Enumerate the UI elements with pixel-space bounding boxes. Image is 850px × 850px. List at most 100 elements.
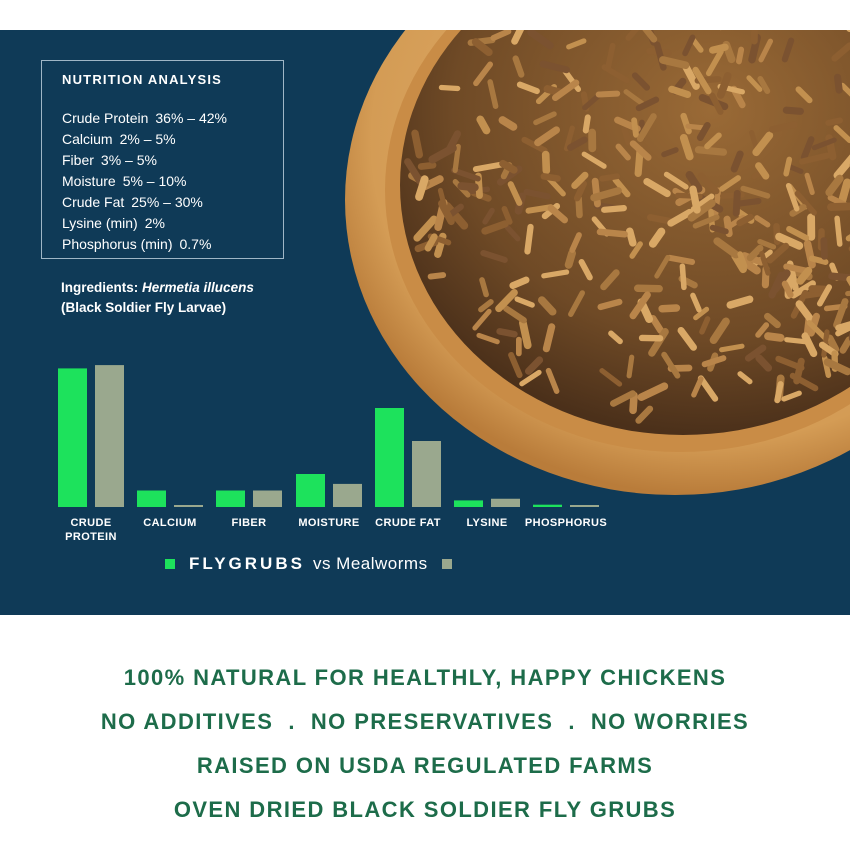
larva-shape xyxy=(563,125,575,152)
larva-shape xyxy=(582,114,591,134)
larva-shape xyxy=(490,30,512,41)
larva-shape xyxy=(540,173,561,182)
larva-shape xyxy=(472,308,492,331)
larva-shape xyxy=(685,171,703,193)
larva-shape xyxy=(798,152,830,165)
larva-shape xyxy=(612,176,631,198)
larva-shape xyxy=(839,336,850,354)
larva-shape xyxy=(427,272,447,280)
larva-shape xyxy=(804,172,815,196)
larva-shape xyxy=(417,161,437,170)
larva-shape xyxy=(719,343,745,353)
larva-shape xyxy=(438,84,461,92)
category-label: LYSINE xyxy=(466,517,507,529)
chart-legend: FLYGRUBS vs Mealworms xyxy=(165,554,452,574)
larva-shape xyxy=(794,190,817,216)
larva-shape xyxy=(757,76,771,94)
larva-shape xyxy=(690,292,702,313)
nutrition-row: Crude Protein 36% – 42% xyxy=(62,108,234,129)
larva-shape xyxy=(768,121,798,133)
legend-swatch-flygrubs xyxy=(165,559,175,569)
larva-shape xyxy=(667,208,694,227)
nutrition-row: Phosphorus (min) 0.7% xyxy=(62,234,234,255)
larva-shape xyxy=(834,215,843,247)
larva-shape xyxy=(537,296,557,316)
bar-flygrubs-calcium xyxy=(137,490,166,507)
larva-shape xyxy=(790,280,816,299)
category-label: CRUDE FAT xyxy=(375,517,441,529)
larva-shape xyxy=(457,182,479,192)
larva-shape xyxy=(626,227,637,247)
larva-shape xyxy=(479,277,489,298)
larva-shape xyxy=(637,382,669,401)
larva-shape xyxy=(835,324,850,337)
nutrition-row: Moisture 5% – 10% xyxy=(62,171,234,192)
larva-shape xyxy=(516,81,540,95)
larva-shape xyxy=(521,136,548,154)
legend-swatch-mealworms xyxy=(441,559,452,569)
tagline-natural: 100% NATURAL FOR HEALTHLY, HAPPY CHICKEN… xyxy=(123,665,727,690)
larva-shape xyxy=(541,269,570,279)
nutrition-panel: NUTRITION ANALYSIS Crude Protein 36% – 42… xyxy=(0,30,850,615)
larva-shape xyxy=(438,199,455,226)
larva-shape xyxy=(590,187,622,202)
larva-shape xyxy=(514,296,535,308)
nutrition-list: Crude Protein 36% – 42% Calcium 2% – 5% Fi… xyxy=(62,108,234,255)
larva-shape xyxy=(519,369,542,387)
larva-shape xyxy=(726,295,754,309)
larva-shape xyxy=(766,242,790,264)
nutrient-value: 2% xyxy=(144,215,165,231)
larva-shape xyxy=(820,237,828,260)
bar-mealworms-crude-protein xyxy=(95,365,124,507)
larva-shape xyxy=(789,372,819,392)
larva-shape xyxy=(629,140,652,161)
larva-shape xyxy=(834,73,843,94)
larva-shape xyxy=(623,89,645,106)
nutrient-value: 2% – 5% xyxy=(119,131,176,147)
larva-shape xyxy=(827,202,850,211)
bar-flygrubs-fiber xyxy=(216,490,245,507)
larva-shape xyxy=(581,151,607,169)
larva-shape xyxy=(471,38,493,57)
bar-mealworms-phosphorus xyxy=(570,505,599,507)
larva-shape xyxy=(649,314,665,334)
larva-shape xyxy=(621,126,632,146)
larva-shape xyxy=(596,228,628,238)
larva-shape xyxy=(523,188,551,200)
larva-shape xyxy=(573,180,588,202)
larva-shape xyxy=(452,143,461,174)
larva-shape xyxy=(519,318,532,350)
larva-shape xyxy=(719,175,741,192)
larva-shape xyxy=(480,250,508,263)
larva-shape xyxy=(643,178,671,198)
larva-shape xyxy=(626,354,635,379)
nutrient-name: Crude Fat xyxy=(62,194,125,210)
larva-shape xyxy=(693,306,710,321)
larva-shape xyxy=(600,269,620,291)
nutrient-name: Phosphorus (min) xyxy=(62,236,173,252)
larva-shape xyxy=(635,96,660,112)
larva-shape xyxy=(661,147,679,158)
larva-shape xyxy=(755,354,773,372)
larva-shape xyxy=(615,143,631,161)
tagline-oven-dried: OVEN DRIED BLACK SOLDIER FLY GRUBS xyxy=(173,797,677,822)
larva-shape xyxy=(682,63,700,90)
larva-shape xyxy=(833,298,849,329)
larva-shape xyxy=(564,249,576,269)
larva-shape xyxy=(808,255,829,266)
larva-shape xyxy=(744,344,767,362)
larva-shape xyxy=(803,289,825,299)
nutrient-value: 25% – 30% xyxy=(131,194,203,210)
larva-shape xyxy=(694,146,728,156)
larva-shape xyxy=(775,355,805,371)
larva-shape xyxy=(796,266,813,285)
nutrient-name: Fiber xyxy=(62,152,94,168)
nutrient-name: Lysine (min) xyxy=(62,215,138,231)
larva-shape xyxy=(682,34,696,57)
larva-shape xyxy=(833,125,850,144)
larva-shape xyxy=(509,276,530,289)
larva-shape xyxy=(661,351,681,379)
category-label: MOISTURE xyxy=(298,517,359,529)
larva-shape xyxy=(764,312,781,329)
larva-shape xyxy=(524,223,534,255)
